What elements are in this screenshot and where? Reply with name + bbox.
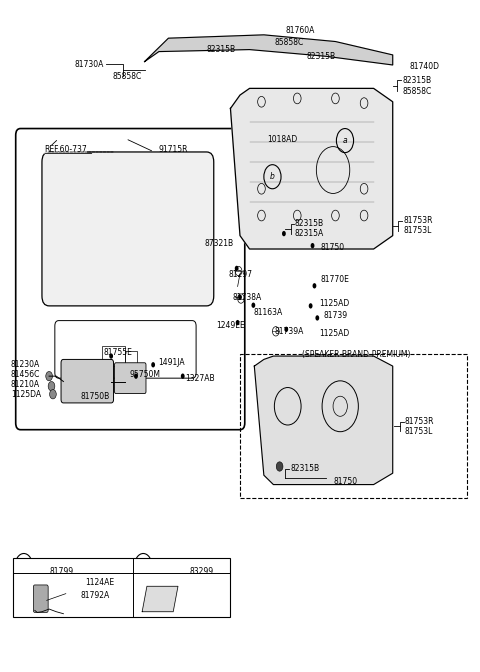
Circle shape — [48, 382, 55, 391]
Circle shape — [284, 327, 288, 332]
Text: 82315B: 82315B — [206, 45, 236, 54]
Circle shape — [276, 462, 283, 471]
Text: 82315B: 82315B — [307, 52, 336, 60]
Text: 81750B: 81750B — [80, 392, 109, 401]
Circle shape — [312, 283, 316, 288]
Text: a: a — [22, 561, 26, 570]
Text: 85858C: 85858C — [275, 38, 304, 48]
Text: b: b — [270, 172, 275, 181]
Text: b: b — [141, 561, 146, 570]
Text: 1249EE: 1249EE — [216, 321, 245, 331]
Text: 82315B: 82315B — [290, 464, 319, 473]
FancyBboxPatch shape — [61, 360, 114, 403]
Text: 1124AE: 1124AE — [85, 578, 114, 587]
Text: 81739A: 81739A — [275, 327, 304, 336]
Text: 85858C: 85858C — [113, 72, 142, 81]
Circle shape — [109, 353, 113, 359]
Circle shape — [49, 390, 56, 399]
Circle shape — [235, 265, 239, 271]
Text: 1125DA: 1125DA — [11, 390, 41, 399]
Text: 81163A: 81163A — [253, 308, 283, 317]
Text: 81753L: 81753L — [403, 226, 432, 235]
Text: 1125AD: 1125AD — [319, 300, 349, 308]
Bar — [102, 346, 125, 366]
Text: 82315B: 82315B — [402, 76, 432, 85]
Text: 82315A: 82315A — [295, 229, 324, 238]
Circle shape — [315, 315, 319, 321]
Text: 81753R: 81753R — [405, 417, 434, 426]
Text: 81750: 81750 — [333, 476, 357, 486]
Text: 81755E: 81755E — [104, 348, 133, 358]
Text: 95750M: 95750M — [129, 370, 160, 379]
Text: 81210A: 81210A — [11, 380, 40, 389]
Text: 81297: 81297 — [228, 270, 252, 279]
Polygon shape — [144, 35, 393, 65]
Text: 81753L: 81753L — [405, 427, 433, 435]
Text: 81456C: 81456C — [11, 370, 40, 379]
Circle shape — [181, 374, 185, 379]
Circle shape — [134, 374, 138, 379]
Text: 81750: 81750 — [320, 243, 344, 252]
Text: REF.60-737: REF.60-737 — [44, 145, 87, 155]
Text: 1125AD: 1125AD — [319, 329, 349, 339]
Polygon shape — [230, 89, 393, 249]
Circle shape — [151, 362, 155, 368]
Text: 81738A: 81738A — [233, 293, 262, 302]
Text: 81770E: 81770E — [320, 275, 349, 284]
Circle shape — [309, 303, 312, 308]
Text: 81792A: 81792A — [80, 591, 109, 600]
Circle shape — [252, 302, 255, 308]
Text: 81760A: 81760A — [285, 26, 315, 35]
Text: 1018AD: 1018AD — [268, 136, 298, 144]
Circle shape — [236, 320, 240, 325]
Bar — [240, 354, 467, 498]
FancyBboxPatch shape — [34, 585, 48, 612]
Polygon shape — [254, 356, 393, 485]
Text: a: a — [343, 136, 348, 145]
Text: 87321B: 87321B — [204, 239, 233, 248]
Circle shape — [311, 243, 314, 249]
FancyBboxPatch shape — [115, 363, 146, 394]
Circle shape — [46, 372, 52, 381]
Text: 81799: 81799 — [49, 567, 73, 576]
Text: 85858C: 85858C — [402, 87, 432, 95]
Text: 83299: 83299 — [190, 567, 214, 576]
Text: 81753R: 81753R — [403, 216, 432, 225]
Text: 81739: 81739 — [324, 311, 348, 321]
Text: 1327AB: 1327AB — [185, 374, 215, 382]
Circle shape — [282, 231, 286, 237]
Text: 82315B: 82315B — [295, 219, 324, 228]
Bar — [125, 351, 137, 368]
Text: 91715R: 91715R — [159, 145, 188, 155]
Polygon shape — [142, 586, 178, 612]
Text: 81230A: 81230A — [11, 360, 40, 370]
Text: (SPEAKER BRAND-PREMIUM): (SPEAKER BRAND-PREMIUM) — [302, 350, 410, 360]
Text: 1491JA: 1491JA — [158, 358, 184, 368]
FancyBboxPatch shape — [42, 152, 214, 306]
Text: 81740D: 81740D — [409, 62, 439, 71]
Circle shape — [238, 294, 242, 300]
Text: 81730A: 81730A — [74, 60, 104, 69]
Bar — [13, 558, 230, 617]
